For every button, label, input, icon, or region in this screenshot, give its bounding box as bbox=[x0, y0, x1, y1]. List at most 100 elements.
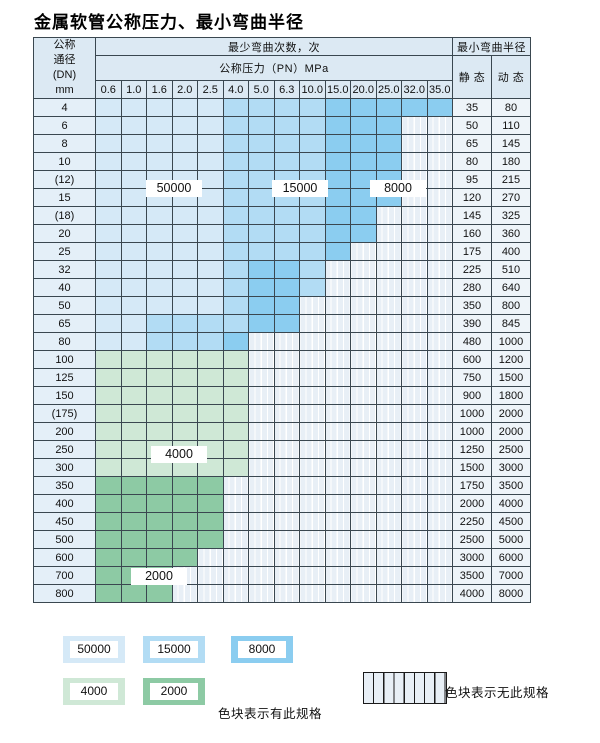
grid-cell bbox=[120, 278, 147, 297]
header-row-2: 公称压力（PN）MPa 静 态 动 态 bbox=[34, 55, 531, 99]
grid-cell bbox=[171, 224, 198, 243]
pressure-header: 公称压力（PN）MPa bbox=[95, 55, 453, 81]
dn-cell: 65 bbox=[33, 314, 96, 333]
pressure-col-header-1.6: 1.6 bbox=[146, 80, 173, 99]
table-row: (175) 1000 2000 bbox=[33, 404, 531, 423]
dynamic-radius-cell: 270 bbox=[491, 188, 531, 207]
grid-cell bbox=[120, 98, 147, 117]
static-radius-cell: 3500 bbox=[452, 566, 492, 585]
grid-cell bbox=[375, 224, 402, 243]
grid-cell bbox=[426, 440, 453, 459]
grid-cell bbox=[375, 404, 402, 423]
grid-cell bbox=[197, 188, 224, 207]
grid-cell bbox=[273, 314, 300, 333]
grid-cell bbox=[426, 242, 453, 261]
grid-cell bbox=[273, 458, 300, 477]
dynamic-radius-cell: 1000 bbox=[491, 332, 531, 351]
grid-cell bbox=[350, 242, 377, 261]
grid-cell bbox=[375, 566, 402, 585]
grid-cell bbox=[375, 512, 402, 531]
grid-cell bbox=[222, 260, 249, 279]
grid-cell bbox=[222, 512, 249, 531]
static-radius-cell: 2500 bbox=[452, 530, 492, 549]
grid-cell bbox=[120, 314, 147, 333]
grid-cell bbox=[222, 98, 249, 117]
grid-cell bbox=[146, 584, 173, 603]
grid-cell bbox=[401, 440, 428, 459]
grid-cell bbox=[95, 404, 122, 423]
table-row: 800 4000 8000 bbox=[33, 584, 531, 603]
grid-value-label: 4000 bbox=[151, 446, 207, 463]
grid-cell bbox=[197, 116, 224, 135]
grid-cell bbox=[146, 278, 173, 297]
grid-cell bbox=[324, 386, 351, 405]
grid-cell bbox=[401, 296, 428, 315]
grid-cell bbox=[401, 548, 428, 567]
legend-chip-value: 2000 bbox=[150, 683, 198, 700]
grid-cell bbox=[299, 332, 326, 351]
grid-cell bbox=[222, 566, 249, 585]
grid-cell bbox=[197, 584, 224, 603]
grid-cell bbox=[375, 368, 402, 387]
grid-cell bbox=[171, 152, 198, 171]
pressure-col-header-32.0: 32.0 bbox=[401, 80, 428, 99]
grid-cell bbox=[248, 242, 275, 261]
grid-cell bbox=[350, 260, 377, 279]
grid-cell bbox=[95, 386, 122, 405]
grid-cell bbox=[426, 350, 453, 369]
dynamic-radius-cell: 2000 bbox=[491, 404, 531, 423]
grid-cell bbox=[401, 242, 428, 261]
grid-cell bbox=[248, 278, 275, 297]
grid-cell bbox=[324, 458, 351, 477]
grid-cell bbox=[197, 206, 224, 225]
dn-cell: 8 bbox=[33, 134, 96, 153]
grid-cell bbox=[222, 422, 249, 441]
grid-cell bbox=[171, 206, 198, 225]
grid-cell bbox=[197, 530, 224, 549]
grid-cell bbox=[401, 494, 428, 513]
grid-cell bbox=[299, 350, 326, 369]
table-row: 50 350 800 bbox=[33, 296, 531, 315]
pressure-col-header-2.0: 2.0 bbox=[171, 80, 198, 99]
grid-cell bbox=[426, 566, 453, 585]
grid-cell bbox=[350, 314, 377, 333]
grid-cell bbox=[426, 332, 453, 351]
grid-cell bbox=[171, 278, 198, 297]
grid-cell bbox=[197, 314, 224, 333]
grid-cell bbox=[324, 404, 351, 423]
grid-cell bbox=[324, 422, 351, 441]
legend-chip: 8000 bbox=[231, 636, 293, 663]
grid-cell bbox=[171, 386, 198, 405]
grid-cell bbox=[95, 98, 122, 117]
dynamic-radius-cell: 2000 bbox=[491, 422, 531, 441]
grid-cell bbox=[222, 494, 249, 513]
grid-cell bbox=[120, 188, 147, 207]
grid-cell bbox=[248, 206, 275, 225]
grid-cell bbox=[120, 440, 147, 459]
static-radius-cell: 280 bbox=[452, 278, 492, 297]
grid-cell bbox=[401, 206, 428, 225]
grid-cell bbox=[426, 98, 453, 117]
grid-cell bbox=[171, 242, 198, 261]
grid-cell bbox=[324, 584, 351, 603]
grid-cell bbox=[350, 278, 377, 297]
grid-cell bbox=[401, 152, 428, 171]
grid-cell bbox=[171, 494, 198, 513]
grid-cell bbox=[248, 404, 275, 423]
grid-cell bbox=[120, 134, 147, 153]
grid-cell bbox=[273, 116, 300, 135]
grid-cell bbox=[299, 386, 326, 405]
grid-cell bbox=[426, 476, 453, 495]
grid-cell bbox=[120, 530, 147, 549]
grid-cell bbox=[375, 116, 402, 135]
grid-cell bbox=[146, 422, 173, 441]
grid-cell bbox=[248, 368, 275, 387]
grid-cell bbox=[350, 584, 377, 603]
table-header: 公称 通径 (DN) mm 最少弯曲次数，次 最小弯曲半径 公称压力（PN）MP… bbox=[33, 37, 531, 99]
static-radius-cell: 145 bbox=[452, 206, 492, 225]
dynamic-radius-cell: 3500 bbox=[491, 476, 531, 495]
grid-cell bbox=[222, 332, 249, 351]
dn-cell: 6 bbox=[33, 116, 96, 135]
grid-cell bbox=[273, 242, 300, 261]
static-radius-cell: 2250 bbox=[452, 512, 492, 531]
